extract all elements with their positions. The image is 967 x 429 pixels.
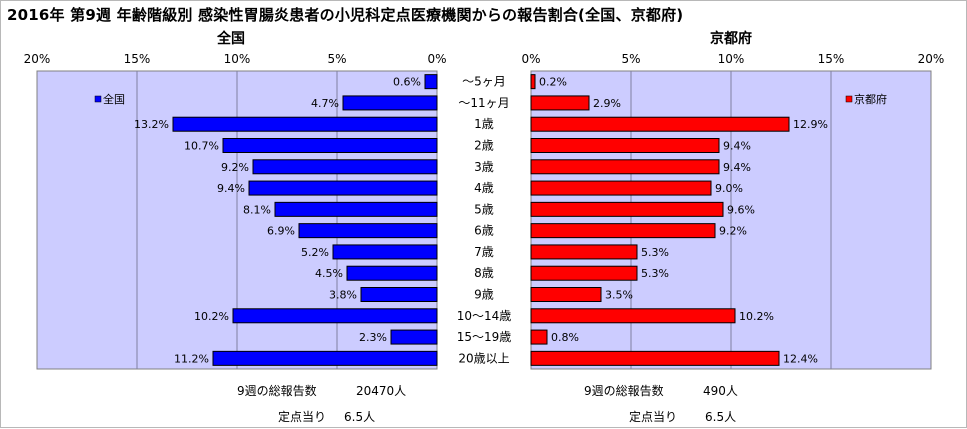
national-data-label: 10.2% — [194, 310, 229, 323]
age-category-label: 5歳 — [474, 202, 494, 216]
national-data-label: 4.7% — [311, 97, 339, 110]
national-total-label: 9週の総報告数 — [237, 384, 317, 398]
national-tick-label: 10% — [224, 52, 251, 66]
kyoto-data-label: 5.3% — [641, 246, 669, 259]
kyoto-data-label: 9.6% — [727, 203, 755, 216]
age-category-label: 10～14歳 — [457, 309, 512, 323]
national-total-value: 20470人 — [356, 384, 407, 398]
kyoto-bar — [530, 244, 638, 260]
national-bar — [232, 308, 438, 324]
kyoto-bar — [530, 116, 790, 132]
age-category-label: 4歳 — [474, 181, 494, 195]
kyoto-bar — [530, 329, 548, 345]
national-legend-swatch — [94, 95, 102, 103]
kyoto-bar — [530, 95, 590, 111]
national-per-site-label: 定点当り — [278, 410, 327, 424]
chart-title: 2016年 第9週 年齢階級別 感染性胃腸炎患者の小児科定点医療機関からの報告割… — [7, 6, 684, 24]
national-data-label: 0.6% — [393, 76, 421, 89]
age-category-label: 15～19歳 — [457, 330, 512, 344]
kyoto-data-label: 9.2% — [719, 225, 747, 238]
kyoto-data-label: 0.2% — [539, 76, 567, 89]
national-tick-label: 5% — [327, 52, 346, 66]
kyoto-bar — [530, 287, 602, 302]
national-bar — [332, 244, 438, 260]
national-data-label: 6.9% — [267, 225, 295, 238]
kyoto-bar — [530, 138, 720, 153]
kyoto-data-label: 3.5% — [605, 289, 633, 302]
kyoto-data-label: 9.4% — [723, 161, 751, 174]
national-tick-label: 15% — [124, 52, 151, 66]
kyoto-data-label: 9.4% — [723, 140, 751, 153]
national-bar — [248, 180, 438, 196]
national-data-label: 9.2% — [221, 161, 249, 174]
kyoto-data-label: 5.3% — [641, 267, 669, 280]
kyoto-data-label: 10.2% — [739, 310, 774, 323]
kyoto-per-site-label: 定点当り — [629, 410, 678, 424]
national-bar — [390, 329, 438, 345]
age-category-label: 7歳 — [474, 245, 494, 259]
kyoto-data-label: 12.4% — [783, 352, 818, 365]
kyoto-bar — [530, 308, 736, 324]
kyoto-tick-label: 10% — [718, 52, 745, 66]
national-bar — [424, 74, 438, 90]
national-bar — [172, 116, 438, 132]
national-data-label: 4.5% — [315, 267, 343, 280]
kyoto-bar — [530, 350, 780, 366]
national-bar — [342, 95, 438, 111]
age-category-label: ～5ヶ月 — [462, 75, 506, 89]
national-data-label: 5.2% — [301, 246, 329, 259]
kyoto-tick-label: 20% — [918, 52, 945, 66]
national-bar — [298, 223, 438, 239]
kyoto-panel-title: 京都府 — [710, 30, 752, 47]
kyoto-data-label: 12.9% — [793, 118, 828, 131]
kyoto-per-site-value: 6.5人 — [705, 410, 737, 424]
age-category-label: 2歳 — [474, 139, 494, 153]
kyoto-bar — [530, 74, 536, 90]
age-category-label: 8歳 — [474, 266, 494, 280]
kyoto-bar — [530, 180, 712, 196]
national-per-site-value: 6.5人 — [344, 410, 376, 424]
kyoto-bar — [530, 201, 724, 217]
national-data-label: 8.1% — [243, 203, 271, 216]
kyoto-total-value: 490人 — [703, 384, 738, 398]
kyoto-bar — [530, 265, 638, 281]
national-data-label: 13.2% — [134, 118, 169, 131]
age-category-label: 9歳 — [474, 288, 494, 302]
age-category-label: 6歳 — [474, 224, 494, 238]
national-data-label: 3.8% — [329, 289, 357, 302]
kyoto-total-label: 9週の総報告数 — [584, 384, 664, 398]
kyoto-tick-label: 0% — [521, 52, 540, 66]
national-bar — [274, 201, 438, 217]
kyoto-legend-label: 京都府 — [854, 92, 887, 106]
national-bar — [346, 265, 438, 281]
kyoto-data-label: 0.8% — [551, 331, 579, 344]
national-bar — [252, 159, 438, 175]
national-data-label: 9.4% — [217, 182, 245, 195]
national-tick-label: 20% — [24, 52, 51, 66]
kyoto-data-label: 9.0% — [715, 182, 743, 195]
national-bar — [360, 287, 438, 302]
national-panel-title: 全国 — [216, 30, 245, 47]
national-data-label: 10.7% — [184, 140, 219, 153]
age-category-label: 20歳以上 — [458, 351, 509, 365]
national-data-label: 11.2% — [174, 352, 209, 365]
kyoto-data-label: 2.9% — [593, 97, 621, 110]
national-bar — [222, 138, 438, 153]
national-bar — [212, 350, 438, 366]
kyoto-bar — [530, 159, 720, 175]
age-category-label: 1歳 — [474, 117, 494, 131]
age-category-label: ～11ヶ月 — [458, 96, 509, 110]
national-legend-label: 全国 — [103, 92, 125, 106]
kyoto-tick-label: 15% — [818, 52, 845, 66]
kyoto-legend-swatch — [845, 95, 853, 103]
age-category-label: 3歳 — [474, 160, 494, 174]
kyoto-tick-label: 5% — [621, 52, 640, 66]
national-tick-label: 0% — [427, 52, 446, 66]
national-data-label: 2.3% — [359, 331, 387, 344]
kyoto-bar — [530, 223, 716, 239]
